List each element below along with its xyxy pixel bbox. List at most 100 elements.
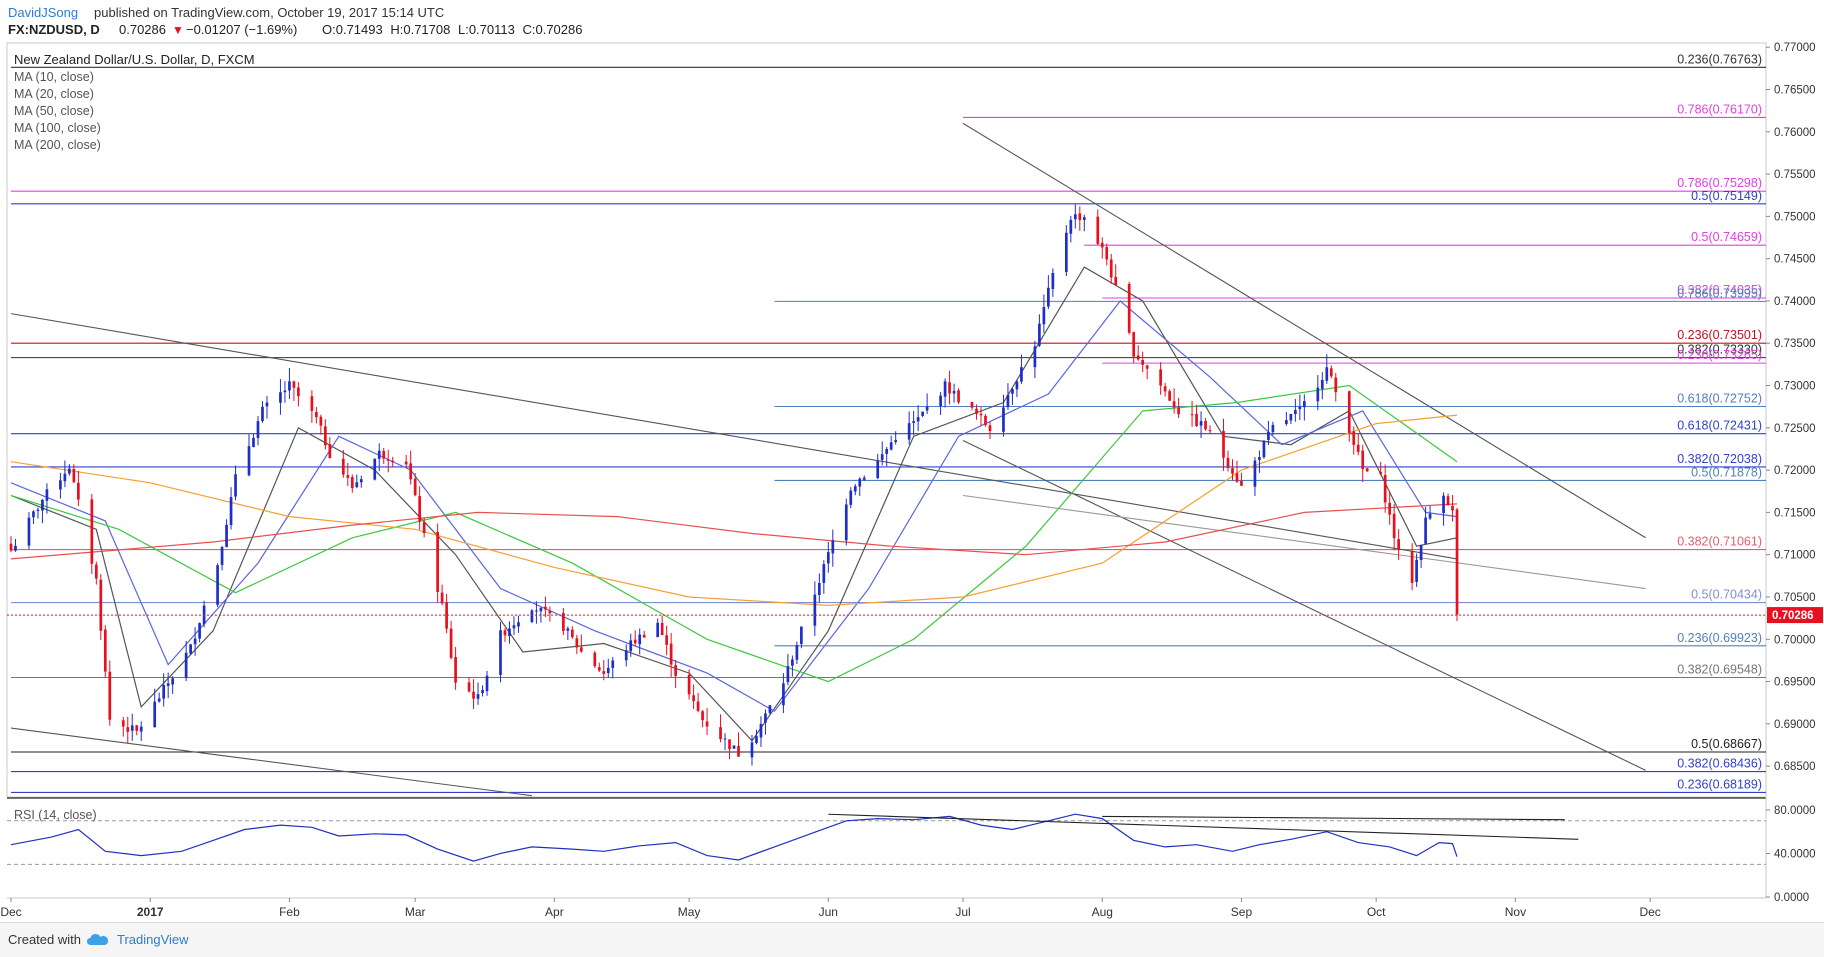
candle-body[interactable] xyxy=(876,460,880,479)
candle-body[interactable] xyxy=(925,406,929,411)
candle-body[interactable] xyxy=(171,678,175,685)
candle-body[interactable] xyxy=(166,683,170,686)
candle-body[interactable] xyxy=(687,674,691,695)
candle-body[interactable] xyxy=(485,675,489,692)
candle-body[interactable] xyxy=(970,401,974,408)
candle-body[interactable] xyxy=(103,629,107,672)
candle-body[interactable] xyxy=(310,396,314,411)
candle-body[interactable] xyxy=(539,607,543,612)
candle-body[interactable] xyxy=(409,463,413,480)
legend-ma-100[interactable]: MA (100, close) xyxy=(14,121,101,135)
candle-body[interactable] xyxy=(1127,283,1131,333)
candle-body[interactable] xyxy=(984,415,987,426)
candle-body[interactable] xyxy=(476,694,480,699)
candle-body[interactable] xyxy=(642,634,646,638)
candles[interactable] xyxy=(9,204,1459,766)
candle-body[interactable] xyxy=(467,682,471,692)
candle-body[interactable] xyxy=(315,411,318,418)
candle-body[interactable] xyxy=(566,628,570,631)
candle-body[interactable] xyxy=(705,721,709,727)
candle-body[interactable] xyxy=(1100,242,1104,248)
candle-body[interactable] xyxy=(1064,232,1068,273)
candle-body[interactable] xyxy=(907,423,911,440)
trendline[interactable] xyxy=(962,494,1646,590)
candle-body[interactable] xyxy=(1302,401,1306,408)
candle-body[interactable] xyxy=(139,726,143,732)
candle-body[interactable] xyxy=(921,411,924,416)
candle-body[interactable] xyxy=(1383,474,1387,503)
candle-body[interactable] xyxy=(1163,386,1167,392)
candle-body[interactable] xyxy=(288,381,291,391)
candle-body[interactable] xyxy=(728,739,731,750)
candle-body[interactable] xyxy=(319,416,323,426)
candle-body[interactable] xyxy=(768,705,772,713)
candle-body[interactable] xyxy=(548,610,552,614)
candle-body[interactable] xyxy=(184,652,188,678)
candle-body[interactable] xyxy=(216,565,219,605)
candle-body[interactable] xyxy=(1356,444,1360,452)
candle-body[interactable] xyxy=(220,547,224,565)
candle-body[interactable] xyxy=(1011,389,1014,394)
candle-body[interactable] xyxy=(1446,496,1450,506)
candle-body[interactable] xyxy=(669,643,673,665)
candle-body[interactable] xyxy=(413,478,417,496)
candle-body[interactable] xyxy=(1006,394,1010,408)
candle-body[interactable] xyxy=(157,698,161,702)
ma-line[interactable] xyxy=(10,503,1458,560)
candle-body[interactable] xyxy=(512,625,516,629)
candle-body[interactable] xyxy=(77,482,80,500)
candle-body[interactable] xyxy=(1329,368,1333,377)
candle-body[interactable] xyxy=(436,531,439,592)
candle-body[interactable] xyxy=(297,387,300,397)
candle-body[interactable] xyxy=(189,644,192,654)
candle-body[interactable] xyxy=(346,475,350,478)
rsi-trendline[interactable] xyxy=(1102,815,1565,821)
candle-body[interactable] xyxy=(1168,391,1171,401)
candle-body[interactable] xyxy=(562,612,565,632)
candle-body[interactable] xyxy=(1105,247,1109,260)
candle-body[interactable] xyxy=(831,540,835,554)
candle-body[interactable] xyxy=(1177,407,1180,415)
candle-body[interactable] xyxy=(27,517,31,546)
candle-body[interactable] xyxy=(32,511,35,518)
candle-body[interactable] xyxy=(1388,502,1392,515)
candle-body[interactable] xyxy=(386,459,390,461)
candle-body[interactable] xyxy=(1096,216,1100,244)
candle-body[interactable] xyxy=(341,458,345,475)
candle-body[interactable] xyxy=(1365,468,1369,472)
candle-body[interactable] xyxy=(153,701,157,728)
candle-body[interactable] xyxy=(126,727,130,732)
candle-body[interactable] xyxy=(1226,457,1230,469)
candle-body[interactable] xyxy=(440,592,444,604)
candle-body[interactable] xyxy=(1253,460,1257,487)
candle-body[interactable] xyxy=(1442,495,1445,513)
candle-body[interactable] xyxy=(1347,391,1351,433)
candle-body[interactable] xyxy=(229,497,233,525)
candle-body[interactable] xyxy=(826,552,830,564)
tradingview-link[interactable]: TradingView xyxy=(117,932,189,947)
candle-body[interactable] xyxy=(1289,413,1293,421)
candle-body[interactable] xyxy=(1109,259,1113,278)
candle-body[interactable] xyxy=(265,402,269,407)
legend-ma-200[interactable]: MA (200, close) xyxy=(14,138,101,152)
rsi-trendline[interactable] xyxy=(828,813,1579,840)
candle-body[interactable] xyxy=(252,437,255,447)
candle-body[interactable] xyxy=(1334,377,1338,393)
candle-body[interactable] xyxy=(988,425,992,432)
candle-body[interactable] xyxy=(813,594,817,626)
candle-body[interactable] xyxy=(1015,381,1019,390)
candle-body[interactable] xyxy=(701,711,704,721)
candle-body[interactable] xyxy=(99,579,103,631)
candle-body[interactable] xyxy=(279,392,282,403)
candle-body[interactable] xyxy=(1415,559,1418,582)
candle-body[interactable] xyxy=(350,476,354,489)
candle-body[interactable] xyxy=(916,417,920,422)
candle-body[interactable] xyxy=(45,489,49,501)
candle-body[interactable] xyxy=(1222,431,1225,458)
trendline[interactable] xyxy=(10,727,532,797)
candle-body[interactable] xyxy=(1392,513,1396,539)
candle-body[interactable] xyxy=(193,638,197,645)
candle-body[interactable] xyxy=(939,395,942,406)
candle-body[interactable] xyxy=(503,630,507,636)
candle-body[interactable] xyxy=(692,695,695,702)
